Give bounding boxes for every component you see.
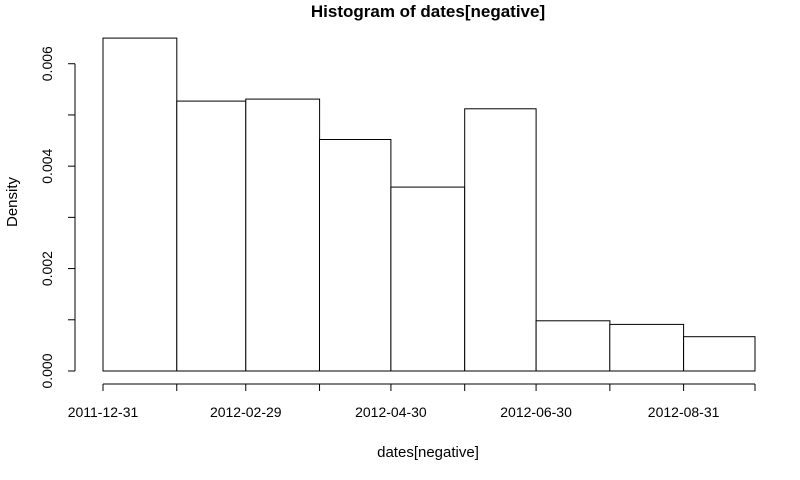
histogram-bar [535,320,611,372]
x-axis: 2011-12-31 2012-02-29 2012-04-30 2012-06-30… [68,383,756,420]
bars-group [102,37,756,372]
histogram-bar [319,139,392,372]
histogram-bar [390,186,466,372]
histogram-bar [245,98,321,372]
x-tick-label: 2012-04-30 [355,404,427,420]
x-tick-label: 2012-08-31 [648,404,720,420]
y-axis: 0.000 0.002 0.004 0.006 [39,46,76,389]
histogram-bar [683,336,756,372]
histogram-bar [464,108,537,372]
y-axis-label: Density [4,176,21,227]
y-tick-label: 0.002 [39,251,55,286]
y-tick-label: 0.000 [39,353,55,388]
x-tick-label: 2011-12-31 [68,404,139,420]
x-tick-label: 2012-06-30 [500,404,572,420]
histogram-bar [102,37,178,372]
x-tick-label: 2012-02-29 [210,404,282,420]
histogram-bar [609,323,685,372]
y-tick-label: 0.006 [39,46,55,81]
histogram-bar [176,100,247,372]
y-tick-label: 0.004 [39,148,55,183]
chart-title: Histogram of dates[negative] [311,2,545,21]
x-axis-label: dates[negative] [377,444,479,461]
